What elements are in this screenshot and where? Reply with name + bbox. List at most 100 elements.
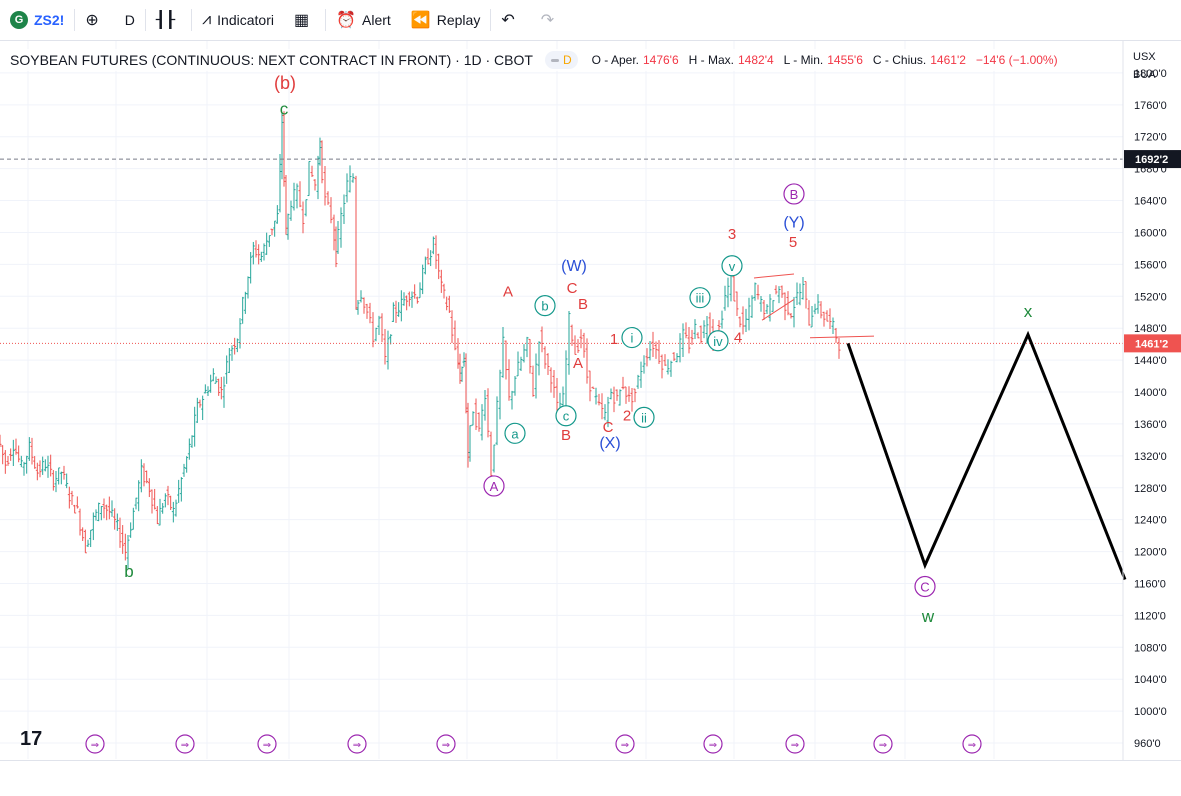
price-bar (54, 470, 58, 493)
price-bar (735, 291, 739, 316)
unit-selector[interactable]: BUA (1133, 69, 1156, 81)
price-bar (131, 507, 135, 530)
price-bar (97, 502, 101, 522)
y-tick-label: 1320'0 (1134, 451, 1167, 463)
undo-button[interactable]: ↶ (491, 0, 530, 40)
price-bar (663, 354, 667, 366)
price-axis[interactable]: 1800'01760'01720'01680'01640'01600'01560… (1122, 41, 1181, 760)
event-marker[interactable]: ⇒ (873, 734, 893, 754)
price-bar (35, 462, 39, 481)
event-arrow-icon: ⇒ (263, 740, 271, 751)
status-dot-icon (550, 58, 559, 62)
support-line[interactable] (809, 335, 875, 339)
event-marker[interactable]: ⇒ (615, 734, 635, 754)
price-bar (486, 388, 490, 438)
indicators-button[interactable]: ⩘ Indicatori (192, 0, 284, 40)
price-bar (345, 173, 349, 203)
price-bar (699, 325, 703, 344)
price-bar (738, 316, 742, 328)
price-bar (254, 240, 258, 258)
event-circle (785, 734, 805, 754)
price-bar (286, 213, 290, 240)
triangle-lower-line[interactable] (761, 299, 795, 321)
alert-button[interactable]: ⏰ Alert (326, 0, 401, 40)
price-bar (696, 332, 700, 339)
wave-label: B (790, 187, 799, 202)
event-marker[interactable]: ⇒ (347, 734, 367, 754)
wave-label-circle (483, 475, 505, 497)
price-bar (483, 389, 487, 421)
low-label: L - Min. (783, 53, 824, 67)
interval-button[interactable]: D (115, 0, 145, 40)
price-bar (528, 338, 532, 374)
price-bar (241, 296, 245, 324)
symbol-search[interactable]: G ZS2! (0, 0, 74, 40)
wave-label: x (1024, 302, 1033, 321)
price-bar (777, 286, 781, 304)
price-bar (329, 197, 333, 224)
price-bar (489, 431, 493, 479)
event-marker[interactable]: ⇒ (785, 734, 805, 754)
layouts-button[interactable]: ▦ (284, 0, 325, 40)
price-bar (429, 250, 433, 267)
event-arrow-icon: ⇒ (791, 740, 799, 751)
event-marker[interactable]: ⇒ (257, 734, 277, 754)
price-bar (453, 320, 457, 351)
event-arrow-icon: ⇒ (181, 740, 189, 751)
chart-type-button[interactable]: ┨┠ (146, 0, 191, 40)
projection-path[interactable] (846, 330, 1127, 581)
price-bar (11, 439, 15, 467)
redo-button[interactable]: ↷ (531, 0, 570, 40)
price-bar (17, 445, 21, 463)
event-marker[interactable]: ⇒ (175, 734, 195, 754)
price-bar (57, 467, 61, 485)
ohlc-values: O - Aper. 1476'6 H - Max. 1482'4 L - Min… (592, 53, 1058, 67)
triangle-upper-line[interactable] (753, 273, 795, 279)
price-bar (513, 376, 517, 396)
price-bar (356, 299, 360, 315)
last-price-text: 1461'2 (1135, 338, 1168, 350)
price-bar (431, 236, 435, 255)
price-bar (645, 348, 649, 367)
price-bar (270, 228, 274, 236)
data-status-badge[interactable]: D (544, 51, 578, 69)
price-bar (49, 454, 53, 477)
wave-label: C (603, 419, 614, 436)
event-marker[interactable]: ⇒ (703, 734, 723, 754)
price-bar (621, 376, 625, 390)
wave-label: ii (641, 410, 647, 425)
rewind-icon: ⏪ (410, 12, 431, 29)
toolbar-divider (191, 9, 193, 31)
y-tick-label: 1520'0 (1134, 291, 1167, 303)
compare-button[interactable]: ⊕ (75, 0, 114, 40)
y-tick-label: 1400'0 (1134, 387, 1167, 399)
price-bar (756, 284, 760, 300)
price-bar (326, 191, 330, 205)
price-bar (807, 300, 811, 326)
price-bar (561, 386, 565, 406)
price-bar (729, 272, 733, 302)
event-marker[interactable]: ⇒ (962, 734, 982, 754)
toolbar-divider (490, 9, 492, 31)
wave-label: C (567, 280, 578, 297)
price-bar (831, 317, 835, 335)
replay-button[interactable]: ⏪ Replay (401, 0, 491, 40)
price-bar (660, 354, 664, 379)
price-bar (834, 328, 838, 343)
price-bar (89, 529, 93, 548)
price-bar (567, 310, 571, 375)
price-bar (153, 488, 157, 510)
price-bar (397, 302, 401, 317)
currency-selector[interactable]: USX (1133, 51, 1156, 63)
event-circle (873, 734, 893, 754)
price-bar (243, 291, 247, 314)
price-bar (262, 243, 266, 261)
price-bar (280, 112, 284, 180)
wave-label: (Y) (783, 215, 804, 232)
event-arrow-icon: ⇒ (353, 740, 361, 751)
event-marker[interactable]: ⇒ (85, 734, 105, 754)
y-tick-label: 1080'0 (1134, 642, 1167, 654)
y-tick-label: 1480'0 (1134, 323, 1167, 335)
event-marker[interactable]: ⇒ (436, 734, 456, 754)
